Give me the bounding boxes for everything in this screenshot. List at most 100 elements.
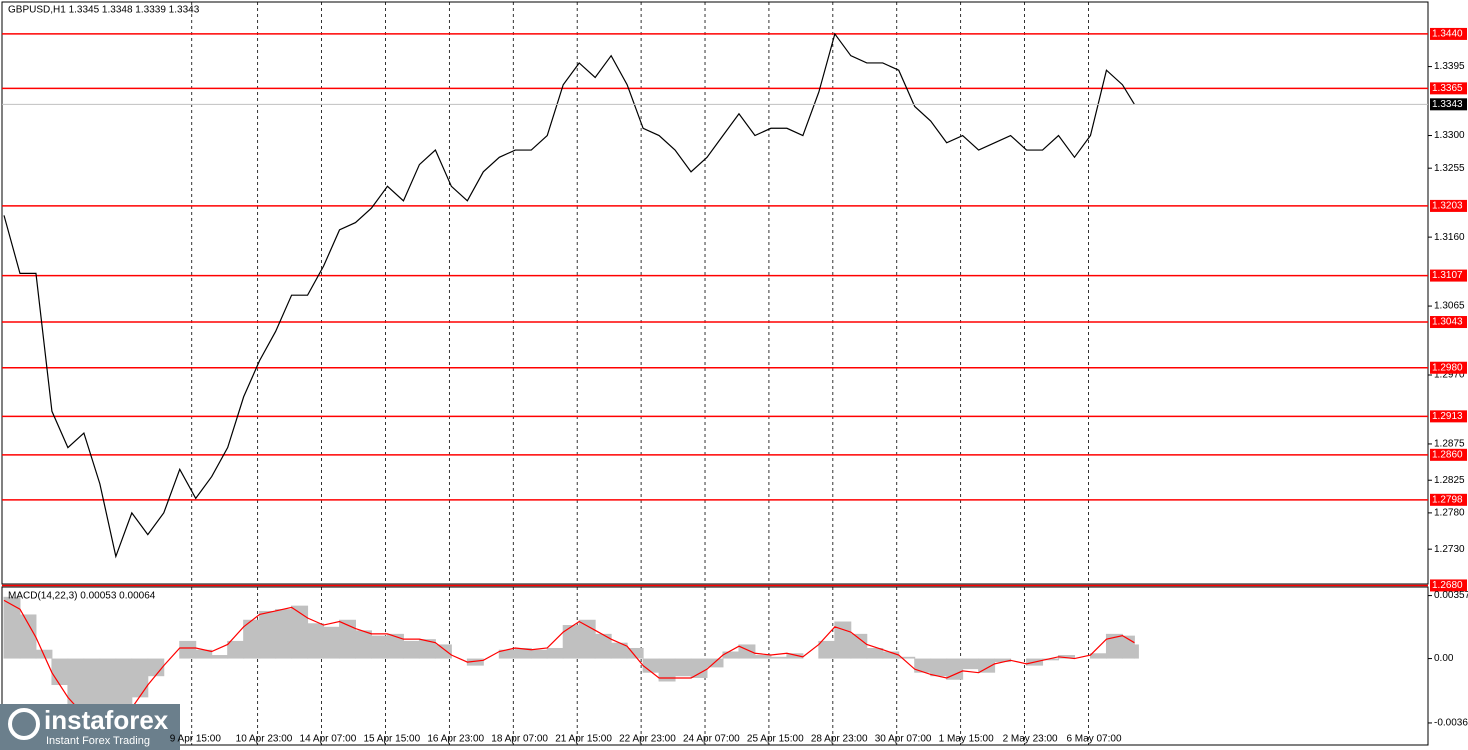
price-frame xyxy=(1,1,1429,585)
macd-bar xyxy=(578,619,596,659)
level-label: 1.2680 xyxy=(1432,580,1463,591)
macd-bar xyxy=(546,647,564,659)
macd-bar xyxy=(259,610,277,659)
level-label-box xyxy=(1430,361,1467,374)
y-tick-label: 0.00 xyxy=(1434,653,1454,664)
macd-bar xyxy=(930,658,948,677)
macd-bar xyxy=(706,658,724,668)
macd-bar xyxy=(131,658,149,698)
x-tick-label: 22 Apr 23:00 xyxy=(619,734,676,745)
x-tick-label: 6 May 07:00 xyxy=(1066,734,1121,745)
macd-bar xyxy=(514,647,532,659)
level-label-box xyxy=(1430,493,1467,506)
level-label: 1.2798 xyxy=(1432,494,1463,505)
macd-bar xyxy=(674,658,692,677)
macd-title: MACD(14,22,3) 0.00053 0.00064 xyxy=(8,591,156,602)
x-tick-label: 30 Apr 07:00 xyxy=(875,734,932,745)
macd-bar xyxy=(594,633,612,659)
macd-bar xyxy=(1105,633,1123,659)
y-tick-label: 0.00357 xyxy=(1434,590,1468,601)
level-label-box xyxy=(1430,316,1467,329)
macd-bar xyxy=(754,655,772,659)
x-tick-label: 24 Apr 07:00 xyxy=(683,734,740,745)
macd-bar xyxy=(323,626,341,659)
macd-bar xyxy=(3,596,21,659)
macd-bar xyxy=(466,658,484,666)
macd-bar xyxy=(195,649,213,659)
x-tick-label: 25 Apr 15:00 xyxy=(747,734,804,745)
y-tick-label: 1.3160 xyxy=(1434,232,1465,243)
x-tick-label: 15 Apr 15:00 xyxy=(363,734,420,745)
macd-bar xyxy=(498,649,516,659)
macd-bar xyxy=(962,658,980,670)
macd-bar xyxy=(610,642,628,659)
y-tick-label: 1.3395 xyxy=(1434,61,1465,72)
macd-bar xyxy=(658,658,676,682)
grid xyxy=(191,2,1089,745)
macd-bar xyxy=(307,623,325,659)
macd-bar xyxy=(530,649,548,659)
level-label-box xyxy=(1430,579,1467,592)
level-label: 1.3107 xyxy=(1432,270,1463,281)
macd-bar xyxy=(211,655,229,659)
macd-bar xyxy=(562,625,580,659)
macd-bar xyxy=(866,647,884,659)
logo-icon xyxy=(8,708,40,740)
macd-bar xyxy=(179,640,197,659)
level-label: 1.2913 xyxy=(1432,411,1463,422)
level-label: 1.3365 xyxy=(1432,83,1463,94)
y-tick-label: 1.2730 xyxy=(1434,544,1465,555)
macd-bar xyxy=(1089,653,1107,659)
macd-bar xyxy=(690,658,708,678)
macd-bar xyxy=(291,605,309,659)
y-tick-label: -0.00365 xyxy=(1434,718,1468,729)
x-tick-label: 16 Apr 23:00 xyxy=(427,734,484,745)
level-label-box xyxy=(1430,27,1467,40)
x-tick-label: 28 Apr 23:00 xyxy=(811,734,868,745)
y-tick-label: 1.3300 xyxy=(1434,130,1465,141)
level-label: 1.2860 xyxy=(1432,449,1463,460)
last-price-box xyxy=(1430,98,1467,111)
macd-bar xyxy=(434,644,452,659)
x-tick-label: 21 Apr 15:00 xyxy=(555,734,612,745)
macd-bar xyxy=(147,658,165,677)
macd-bar xyxy=(339,619,357,659)
x-tick-label: 18 Apr 07:00 xyxy=(491,734,548,745)
macd-bar xyxy=(978,658,996,673)
y-tick-label: 1.2825 xyxy=(1434,475,1465,486)
macd-bar xyxy=(882,651,900,659)
macd-bar xyxy=(243,619,261,659)
macd-bar xyxy=(275,609,293,659)
macd-bar xyxy=(418,639,436,659)
level-label-box xyxy=(1430,199,1467,212)
macd-bar xyxy=(626,647,644,659)
macd-bar xyxy=(850,633,868,659)
price-line xyxy=(3,32,1135,559)
macd-bar xyxy=(1133,644,1139,659)
x-tick-label: 10 Apr 23:00 xyxy=(236,734,293,745)
chart-title: GBPUSD,H1 1.3345 1.3348 1.3339 1.3343 xyxy=(8,5,200,16)
macd-bar xyxy=(19,614,37,659)
y-tick-label: 1.2970 xyxy=(1434,370,1465,381)
macd-bar xyxy=(898,656,916,659)
level-label-box xyxy=(1430,82,1467,95)
x-tick-label: 14 Apr 07:00 xyxy=(300,734,357,745)
brand-tagline: Instant Forex Trading xyxy=(46,735,150,747)
plot xyxy=(2,32,1428,730)
macd-bar xyxy=(946,658,964,680)
macd-bar xyxy=(51,658,69,686)
macd-bar xyxy=(642,658,660,673)
y-tick-label: 1.2875 xyxy=(1434,439,1465,450)
macd-bar xyxy=(994,658,1012,663)
signal-line xyxy=(3,599,1135,723)
macd-frame xyxy=(1,586,1429,746)
x-tick-label: 9 Apr 15:00 xyxy=(170,734,222,745)
macd-bar xyxy=(386,633,404,659)
level-label-box xyxy=(1430,269,1467,282)
level-label: 1.3440 xyxy=(1432,29,1463,40)
macd-bar xyxy=(99,658,117,717)
last-price-label: 1.3343 xyxy=(1432,99,1463,110)
macd-bar xyxy=(370,635,388,659)
